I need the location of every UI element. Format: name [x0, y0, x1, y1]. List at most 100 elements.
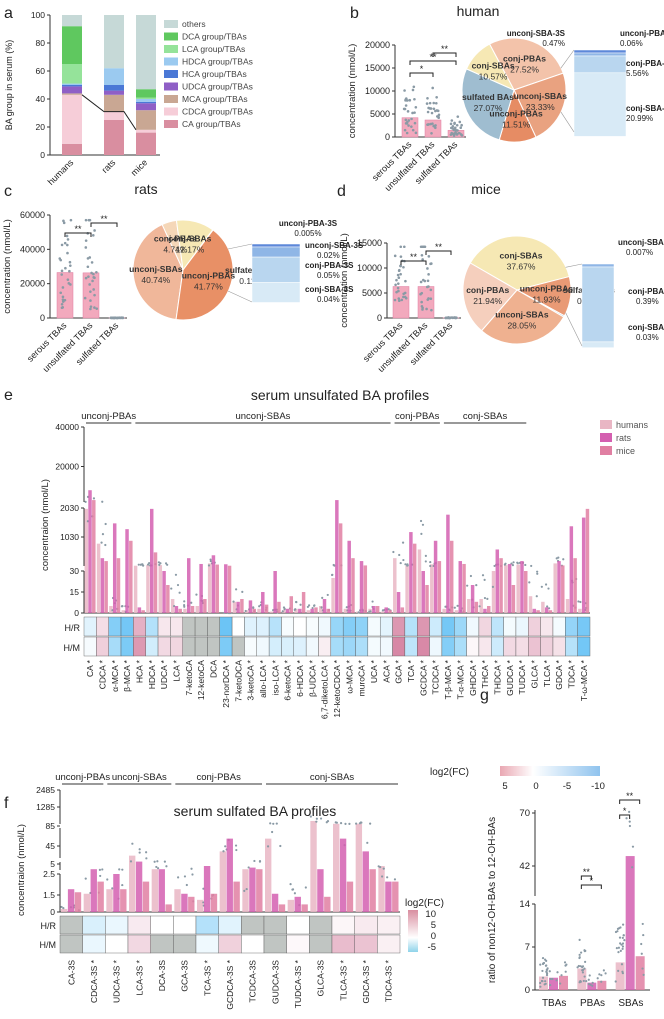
x-tick-label: UDCA *: [159, 659, 169, 689]
connector-line: [565, 263, 583, 268]
data-point: [153, 860, 156, 863]
data-point: [207, 564, 211, 567]
x-tick-label: GDCA *: [554, 659, 564, 689]
significance-bracket: [64, 232, 92, 237]
bar: [56, 272, 74, 319]
data-point: [432, 107, 436, 111]
bar: [190, 606, 195, 613]
data-point: [84, 500, 87, 503]
pie-label: unconj-SBAs: [514, 91, 568, 101]
data-point: [413, 121, 417, 125]
data-point: [460, 134, 464, 137]
bar: [351, 558, 355, 613]
data-point: [622, 934, 625, 937]
panel-label: d: [337, 183, 346, 200]
y-tick-label: 20000: [20, 279, 45, 289]
data-point: [84, 276, 88, 280]
x-tick-label: 6,7-diketoLCA *: [320, 659, 330, 719]
data-point: [89, 290, 92, 293]
data-point: [421, 308, 424, 311]
panel-label: f: [4, 795, 9, 812]
data-point: [393, 298, 397, 302]
data-point: [577, 600, 580, 603]
y-axis-title: concentration (nmol/L): [2, 219, 13, 314]
heatmap-row-label: H/R: [41, 921, 57, 931]
data-point: [145, 857, 148, 860]
data-point: [138, 848, 141, 851]
data-point: [235, 848, 238, 852]
data-point: [483, 596, 487, 600]
breakdown-segment: [581, 266, 615, 343]
heatmap-cell: [59, 934, 83, 954]
breakdown-segment: [581, 341, 615, 348]
data-point: [137, 563, 140, 566]
data-point: [403, 107, 407, 111]
colorbar-title: log2(FC): [405, 898, 444, 909]
y-tick-label: 0: [377, 313, 382, 323]
bar: [135, 861, 143, 912]
data-point: [386, 876, 389, 879]
y-tick-label: 2030: [60, 503, 79, 513]
y-tick-label: 0: [40, 150, 45, 160]
data-point: [427, 273, 430, 276]
data-point: [404, 122, 408, 125]
x-tick-label: TCA *: [406, 659, 416, 682]
data-point: [628, 824, 632, 828]
data-point: [93, 293, 96, 297]
data-point: [457, 131, 460, 135]
data-point: [159, 562, 162, 565]
heatmap-cell: [305, 636, 319, 657]
data-point: [516, 562, 519, 565]
bar: [92, 500, 96, 613]
data-point: [141, 563, 144, 566]
data-point: [244, 609, 247, 613]
data-point: [92, 288, 95, 291]
data-point: [524, 563, 527, 567]
y-tick-label: 2485: [36, 785, 55, 795]
bar: [322, 599, 327, 613]
heatmap-cell: [241, 934, 265, 954]
heatmap-cell: [293, 616, 307, 637]
data-point: [66, 243, 69, 247]
bar: [326, 608, 331, 613]
data-point: [66, 251, 69, 255]
data-point: [434, 109, 437, 113]
data-point: [404, 99, 407, 102]
data-point: [424, 560, 427, 563]
data-point: [245, 887, 248, 891]
stacked-bar-segment: [62, 143, 82, 155]
y-tick-label: 5: [50, 859, 55, 869]
bar: [233, 881, 240, 912]
data-point: [452, 134, 456, 137]
bar: [369, 869, 376, 912]
data-point: [88, 256, 92, 259]
x-tick-label: T-β-MCA *: [443, 659, 453, 699]
data-point: [450, 119, 454, 122]
significance-bracket: [619, 814, 631, 819]
data-point: [339, 821, 343, 825]
heatmap-cell: [367, 616, 381, 637]
pie-value: 28.05%: [507, 320, 536, 330]
heatmap-cell: [565, 636, 578, 657]
bar: [96, 543, 101, 613]
data-point: [403, 245, 406, 249]
breakdown-label: unconj-PBA-3S: [279, 219, 338, 228]
heatmap-cell: [331, 934, 355, 954]
data-point: [402, 295, 405, 299]
data-point: [399, 245, 403, 249]
data-point: [641, 922, 644, 926]
bar: [141, 610, 145, 613]
data-point: [448, 316, 452, 319]
data-point: [68, 269, 71, 273]
x-tick-label: 12-ketoCDCA *: [332, 659, 342, 717]
data-point: [309, 815, 312, 818]
bar: [100, 558, 105, 613]
data-point: [252, 606, 255, 609]
bar: [137, 607, 142, 613]
bar: [363, 565, 368, 613]
y-tick-label: 42: [519, 861, 530, 872]
bar: [314, 607, 318, 613]
data-point: [93, 306, 96, 309]
data-point: [163, 860, 166, 863]
bar: [162, 571, 166, 613]
